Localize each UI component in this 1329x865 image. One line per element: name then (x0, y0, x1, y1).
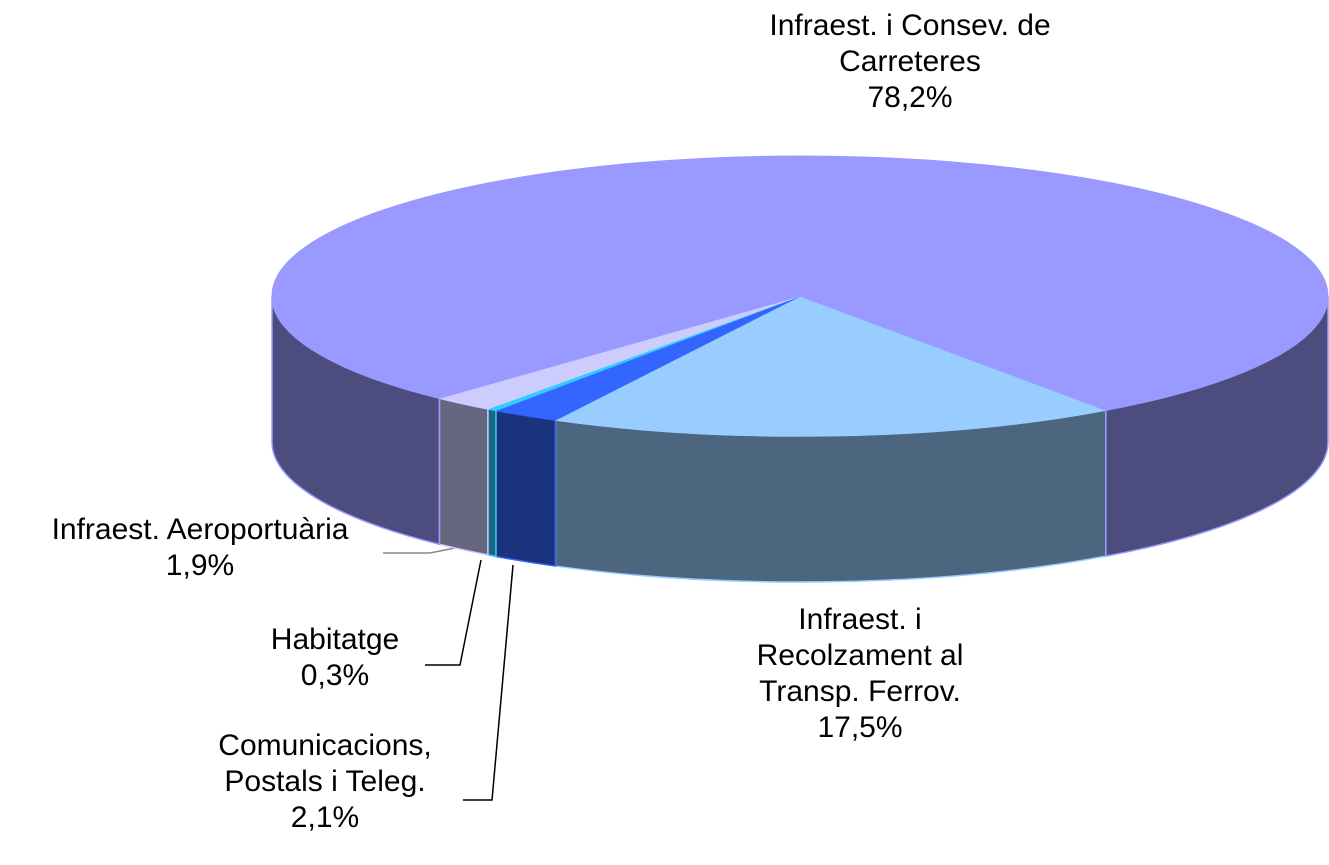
leader-line (383, 546, 461, 554)
value-label: 2,1% (290, 801, 360, 834)
sides (271, 295, 1329, 583)
leader-line (425, 559, 482, 666)
data-label: Infraest. i Consev. de Carreteres 78,2% (720, 8, 1100, 116)
value-label: 0,3% (300, 659, 370, 692)
leader-line (463, 564, 514, 801)
value-label: 17,5% (817, 711, 903, 744)
category-label: Comunicacions, Postals i Teleg. (218, 729, 432, 798)
data-label: Infraest. i Recolzament al Transp. Ferro… (725, 602, 995, 746)
category-label: Infraest. i Consev. de Carreteres (769, 9, 1051, 78)
category-label: Habitatge (270, 623, 400, 656)
category-label: Infraest. i Recolzament al Transp. Ferro… (756, 603, 964, 708)
value-label: 1,9% (165, 549, 235, 582)
data-label: Habitatge 0,3% (240, 622, 430, 694)
pie-side (487, 408, 497, 558)
data-label: Infraest. Aeroportuària 1,9% (0, 512, 400, 584)
pie-side (438, 397, 489, 556)
pie-slice (553, 295, 1108, 437)
data-label: Comunicacions, Postals i Teleg. 2,1% (190, 728, 460, 836)
pie-slice (271, 155, 1329, 411)
tops (271, 155, 1329, 437)
category-label: Infraest. Aeroportuària (51, 513, 349, 546)
value-label: 78,2% (867, 81, 953, 114)
pie-side (495, 409, 557, 567)
